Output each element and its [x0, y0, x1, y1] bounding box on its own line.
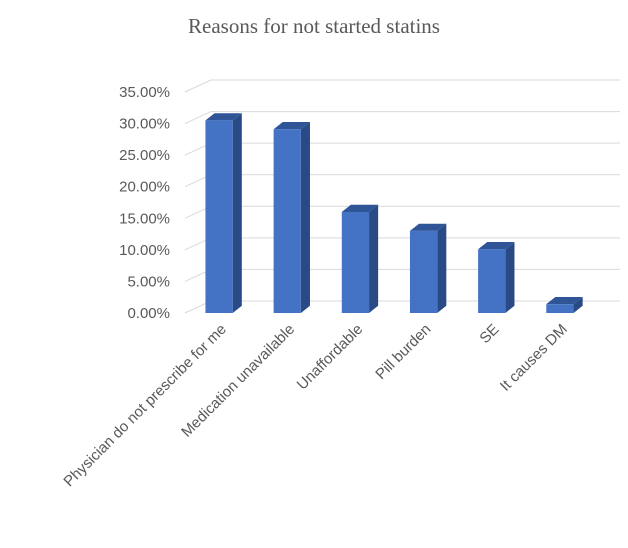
- y-tick-label: 25.00%: [119, 147, 170, 164]
- bar: [273, 122, 310, 313]
- bar-top: [546, 296, 583, 305]
- bar: [478, 242, 515, 313]
- bar: [546, 296, 583, 313]
- bar-side: [369, 204, 379, 313]
- y-tick-label: 30.00%: [119, 116, 170, 133]
- gridline: [184, 205, 620, 219]
- bar-front: [341, 211, 370, 313]
- gridline: [184, 79, 620, 93]
- gridline: [184, 111, 620, 125]
- bar-top: [273, 122, 310, 130]
- bar: [409, 223, 447, 313]
- gridline: [184, 268, 620, 282]
- y-tick-label: 10.00%: [119, 242, 170, 259]
- y-tick-label: 5.00%: [127, 273, 170, 290]
- bar-side: [573, 296, 583, 313]
- bar: [205, 113, 242, 314]
- bar-side: [232, 113, 242, 313]
- y-tick-label: 20.00%: [119, 179, 170, 196]
- bar-front: [409, 230, 438, 313]
- bar-top: [341, 204, 379, 212]
- gridlines: [184, 79, 620, 314]
- x-category-label: Pill burden: [372, 321, 434, 383]
- gridline: [184, 142, 620, 156]
- bar-side: [437, 223, 447, 313]
- bars: [205, 113, 583, 314]
- bar-front: [273, 129, 301, 313]
- bar-side: [300, 122, 310, 313]
- bar-top: [478, 242, 515, 250]
- gridline: [184, 237, 620, 251]
- x-category-label: SE: [476, 321, 502, 347]
- y-axis-ticks: 0.00% 5.00% 10.00% 15.00% 20.00% 25.00% 30.00%…: [119, 84, 170, 322]
- y-tick-label: 35.00%: [119, 84, 170, 101]
- y-tick-label: 0.00%: [127, 305, 170, 322]
- bar-side: [505, 242, 515, 313]
- x-category-label: Medication unavailable: [178, 321, 298, 441]
- x-category-label: Unaffordable: [294, 321, 367, 394]
- chart-title: Reasons for not started statins: [188, 14, 440, 38]
- bar-front: [478, 249, 506, 313]
- bar-front: [546, 304, 574, 313]
- bar: [341, 204, 379, 313]
- bar-front: [205, 120, 233, 314]
- bar-top: [205, 113, 242, 121]
- x-category-label: It causes DM: [497, 321, 571, 395]
- gridline: [184, 174, 620, 188]
- x-axis-labels: Physician do not prescribe for meMedicat…: [60, 321, 570, 490]
- y-tick-label: 15.00%: [119, 210, 170, 227]
- bar-top: [409, 223, 447, 231]
